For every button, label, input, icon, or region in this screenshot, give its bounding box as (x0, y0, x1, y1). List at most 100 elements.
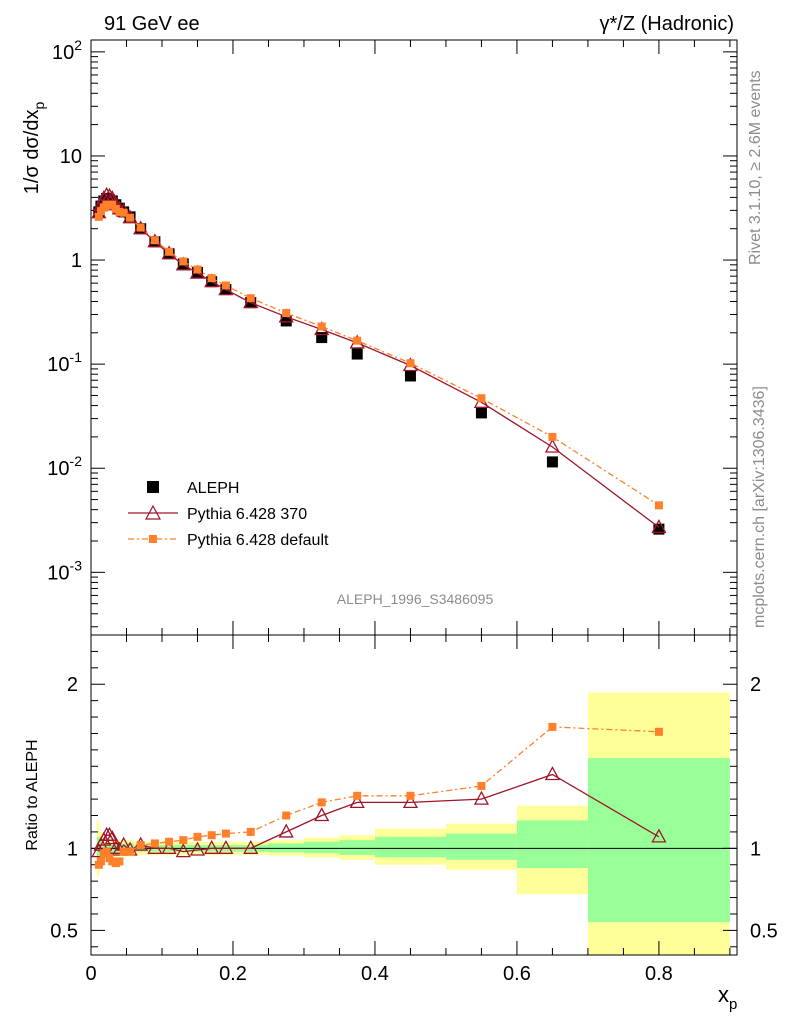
main-y-axis-label: 1/σ dσ/dxp (21, 102, 47, 195)
main-y-tick-label: 10-1 (47, 349, 82, 376)
ratio-pythia-default-point (282, 811, 291, 820)
pythia-default-data-point (165, 247, 174, 256)
ratio-pythia-default-point (115, 857, 124, 866)
ratio-pythia-370-point (278, 823, 294, 838)
aleph-data-point (351, 348, 363, 360)
ratio-y-tick-label-right: 2 (750, 674, 761, 696)
inner-uncertainty-band (339, 840, 375, 855)
legend-label-aleph: ALEPH (187, 480, 239, 497)
header-left-label: 91 GeV ee (104, 13, 200, 35)
pythia-default-data-point (477, 394, 486, 403)
ratio-y-tick-label-right: 1 (750, 838, 761, 860)
x-tick-label: 0.6 (503, 963, 531, 985)
ratio-pythia-370-point (204, 839, 220, 854)
ratio-pythia-default-point (102, 847, 111, 856)
main-y-tick-label: 10-2 (47, 453, 82, 480)
main-series-line (98, 203, 660, 506)
main-series-layer (91, 186, 667, 535)
pythia-default-data-point (353, 336, 362, 345)
pythia-default-data-point (150, 236, 159, 245)
ratio-pythia-370-point (104, 830, 120, 845)
x-tick-label: 0.4 (361, 963, 389, 985)
pythia-default-data-point (119, 208, 128, 217)
x-tick-label: 0 (85, 963, 96, 985)
svg-text:1/σ dσ/dxp: 1/σ dσ/dxp (21, 102, 47, 195)
pythia-default-data-point (282, 308, 291, 317)
ratio-pythia-370-point (314, 807, 330, 822)
legend-marker-pythia-370 (144, 504, 162, 520)
ratio-pythia-370-point (473, 790, 490, 805)
rivet-version-label: Rivet 3.1.10, ≥ 2.6M events (747, 70, 764, 265)
main-y-tick-label: 102 (52, 37, 82, 64)
inner-uncertainty-band (587, 758, 730, 923)
ratio-pythia-370-point (651, 828, 667, 843)
ratio-frame (90, 634, 738, 956)
pythia-default-data-point (406, 359, 415, 368)
main-panel: 10-3 10-2 10-1 1 10 102 (47, 37, 737, 635)
ratio-pythia-default-point (317, 798, 326, 807)
svg-text:xp: xp (718, 982, 737, 1013)
pythia-default-data-point (115, 207, 124, 216)
ratio-series-layer (91, 722, 667, 869)
ratio-pythia-370-point (218, 839, 234, 854)
inner-uncertainty-band (303, 841, 340, 854)
header-right-label: γ*/Z (Hadronic) (600, 13, 734, 35)
ratio-pythia-default-point (246, 827, 255, 836)
main-y-tick-label: 1 (71, 250, 82, 272)
ratio-axes: 0.5 0.5 1 1 2 2 0 0.2 0.4 0.6 0.8 (50, 634, 778, 985)
ratio-pythia-default-point (150, 839, 159, 848)
legend: ALEPH Pythia 6.428 370 Pythia 6.428 defa… (128, 480, 329, 549)
x-tick-label: 0.8 (645, 963, 673, 985)
ratio-pythia-default-point (136, 841, 145, 850)
pythia-default-data-point (221, 281, 230, 290)
mcplots-reference-label: mcplots.cern.ch [arXiv:1306.3436] (751, 386, 768, 628)
ratio-pythia-370-point (189, 841, 206, 856)
pythia-default-data-point (126, 213, 135, 222)
pythia-default-data-point (179, 257, 188, 266)
ratio-pythia-370-point (544, 766, 561, 781)
ratio-pythia-370-point (349, 794, 365, 809)
pythia-370-data-point (544, 438, 561, 453)
ratio-y-tick-label: 2 (67, 674, 78, 696)
ratio-pythia-370-point (161, 839, 177, 854)
pythia-default-data-point (94, 212, 103, 221)
pythia-default-data-point (548, 432, 557, 441)
ratio-pythia-default-point (119, 847, 128, 856)
ratio-y-tick-label: 1 (67, 838, 78, 860)
inner-uncertainty-band (516, 820, 588, 869)
aleph-data-point (316, 332, 328, 344)
legend-marker-pythia-default (149, 535, 157, 543)
ratio-y-tick-label: 0.5 (50, 920, 78, 942)
ratio-panel: 0.5 0.5 1 1 2 2 0 0.2 0.4 0.6 0.8 (50, 634, 778, 985)
ratio-y-axis-label: Ratio to ALEPH (24, 739, 41, 850)
ratio-pythia-default-point (548, 722, 557, 731)
ratio-pythia-370-point (402, 794, 419, 809)
aleph-data-point (546, 456, 558, 468)
main-axes: 10-3 10-2 10-1 1 10 102 (47, 37, 737, 635)
legend-label-pythia-default: Pythia 6.428 default (187, 532, 329, 549)
ratio-pythia-default-point (477, 781, 486, 790)
pythia-default-data-point (207, 274, 216, 283)
ratio-pythia-370-point (175, 843, 191, 858)
aleph-data-point (475, 407, 487, 419)
pythia-default-data-point (246, 294, 255, 303)
ratio-uncertainty-bands (96, 692, 730, 955)
ratio-pythia-default-point (207, 831, 216, 840)
ratio-pythia-370-point (101, 826, 118, 841)
ratio-pythia-default-point (193, 832, 202, 841)
x-tick-label: 0.2 (219, 963, 247, 985)
main-y-tick-label: 10-3 (47, 557, 82, 584)
ratio-pythia-default-point (126, 847, 135, 856)
aleph-data-point (404, 370, 416, 382)
ratio-pythia-default-point (96, 857, 105, 866)
x-axis-label: xp (718, 982, 737, 1013)
ratio-pythia-default-point (221, 829, 230, 838)
pythia-default-data-point (108, 200, 117, 209)
ratio-series-line (98, 773, 660, 853)
ratio-pythia-default-point (406, 791, 415, 800)
ratio-y-tick-label-right: 0.5 (750, 920, 778, 942)
ratio-pythia-default-point (654, 727, 663, 736)
main-y-tick-label: 10 (60, 146, 82, 168)
pythia-default-data-point (193, 265, 202, 274)
